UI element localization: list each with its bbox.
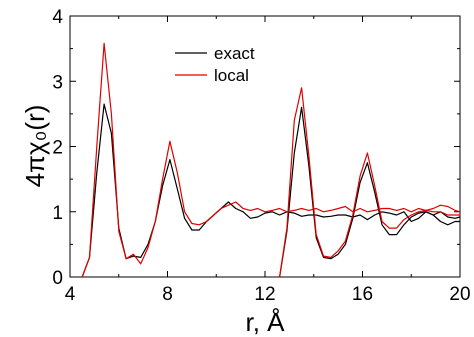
x-tick-label: 20 — [449, 284, 470, 305]
y-tick-label: 2 — [52, 138, 63, 159]
legend-label-exact: exact — [214, 44, 255, 63]
series-line-local — [81, 42, 461, 278]
legend: exact local — [175, 44, 255, 85]
series-line-local — [279, 87, 460, 278]
plot-area — [69, 15, 461, 278]
legend-label-local: local — [214, 66, 249, 85]
series-line-exact — [279, 106, 461, 278]
plot-frame — [69, 15, 461, 278]
x-axis-title: r, Å — [245, 307, 285, 337]
series-line-exact — [81, 103, 460, 278]
x-tick-label: 4 — [65, 284, 76, 305]
y-axis: 0 1 2 3 4 — [52, 7, 460, 289]
y-tick-label: 4 — [52, 7, 63, 28]
y-tick-label: 0 — [52, 268, 63, 289]
y-axis-title: 4πχ₀(r) — [20, 105, 50, 188]
x-tick-label: 16 — [352, 284, 373, 305]
y-tick-label: 1 — [52, 203, 63, 224]
x-axis: 4 8 12 16 20 — [65, 16, 471, 305]
y-tick-label: 3 — [52, 72, 63, 93]
series-lines — [81, 42, 461, 278]
x-tick-label: 12 — [254, 284, 275, 305]
x-tick-label: 8 — [162, 284, 173, 305]
